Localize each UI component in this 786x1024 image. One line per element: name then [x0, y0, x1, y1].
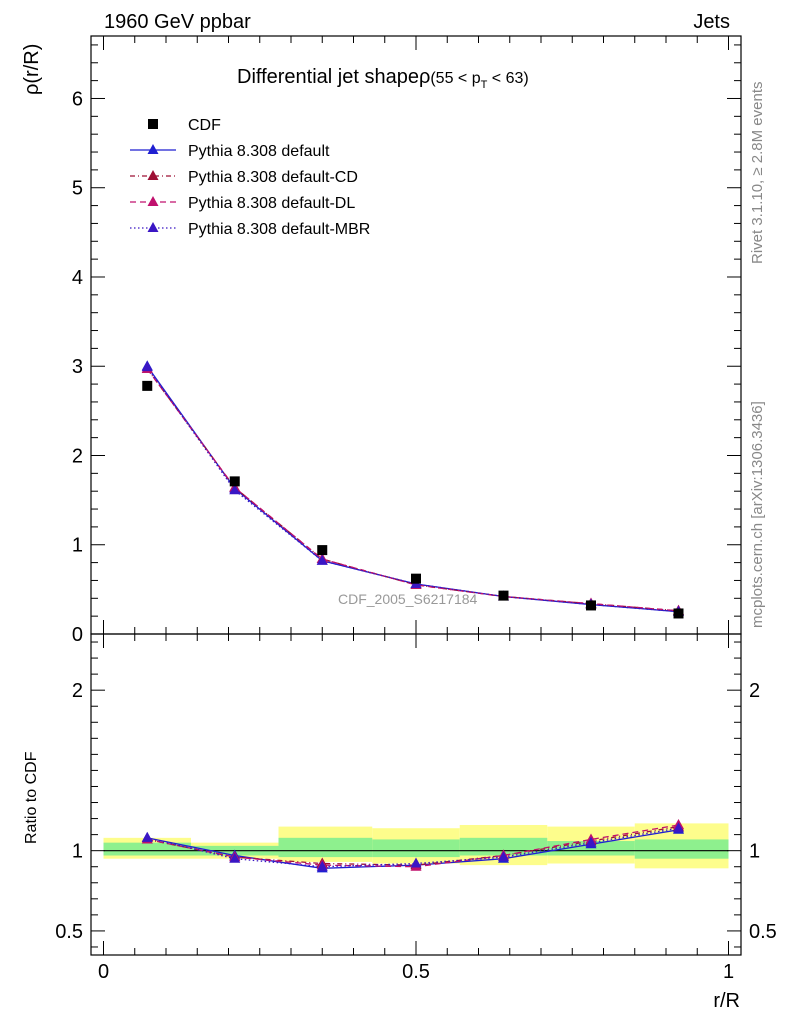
legend-marker-cdf	[148, 119, 158, 129]
main-y-tick-label: 0	[72, 624, 83, 646]
x-tick-label: 1	[723, 961, 734, 983]
main-y-tick-label: 5	[72, 178, 83, 200]
chart-title-sub-end: < 63)	[487, 70, 528, 87]
main-watermark: CDF_2005_S6217184	[338, 591, 478, 607]
ratio-y-tick-label-right: 0.5	[749, 921, 777, 943]
cdf-data-point	[411, 573, 421, 584]
chart-title: Differential jet shapeρ(55 < pT < 63)	[237, 66, 529, 91]
energy-label: 1960 GeV ppbar	[104, 11, 251, 33]
cdf-data-point	[498, 590, 509, 601]
ratio-band-green	[634, 839, 729, 859]
main-y-tick-label: 1	[72, 535, 83, 557]
ratio-band-green	[278, 837, 373, 858]
ratio-y-tick-label: 1	[72, 841, 83, 863]
chart-title-sub: (55 < p	[430, 70, 480, 87]
ratio-y-tick-label: 0.5	[55, 921, 83, 943]
cdf-data-point	[142, 380, 153, 391]
ratio-series-point-3	[498, 851, 509, 862]
ratio-series-point-3	[410, 857, 422, 868]
main-y-tick-label: 2	[72, 445, 83, 467]
chart-title-main: Differential jet shapeρ	[237, 66, 430, 88]
main-panel: 0 1 2 3 4 5 6	[72, 35, 742, 646]
ratio-y-tick-label: 2	[72, 680, 83, 702]
ratio-series-point-3	[316, 860, 328, 871]
ratio-series-point-3	[585, 836, 597, 847]
ratio-series-point-3	[141, 831, 153, 842]
main-y-axis-label: ρ(r/R)	[21, 44, 43, 95]
legend: CDF Pythia 8.308 default Pythia 8.308 defa…	[130, 117, 370, 238]
legend-label-1: Pythia 8.308 default-CD	[188, 169, 358, 186]
legend-label-cdf: CDF	[188, 117, 221, 134]
ratio-panel: 0.5 0.5 1 1 2 2 0 0.5 1	[55, 633, 777, 983]
ratio-y-tick-label-right: 2	[749, 680, 760, 702]
category-label: Jets	[693, 11, 730, 33]
ratio-series-point-3	[229, 852, 241, 863]
ratio-plot-frame	[90, 633, 742, 956]
main-series-point-3	[229, 484, 241, 495]
legend-marker-3	[147, 222, 159, 232]
main-series-point-3	[141, 361, 153, 372]
main-y-tick-label: 4	[72, 267, 83, 289]
legend-label-0: Pythia 8.308 default	[188, 143, 330, 160]
ratio-y-tick-label-right: 1	[749, 841, 760, 863]
rivet-label: Rivet 3.1.10, ≥ 2.8M events	[749, 82, 766, 265]
cdf-data-point	[229, 476, 240, 487]
x-tick-label: 0	[98, 961, 109, 983]
main-y-tick-label: 3	[72, 356, 83, 378]
legend-marker-2	[147, 196, 159, 206]
x-axis-label: r/R	[713, 990, 740, 1012]
main-y-tick-label: 6	[72, 88, 83, 110]
ratio-y-axis-label: Ratio to CDF	[23, 751, 40, 844]
legend-label-3: Pythia 8.308 default-MBR	[188, 221, 370, 238]
chart-title-sub-index: T	[481, 79, 488, 91]
ratio-band-green	[103, 842, 191, 856]
legend-marker-0	[147, 144, 159, 154]
legend-marker-1	[147, 170, 159, 180]
cdf-data-point	[317, 545, 328, 556]
x-tick-label: 0.5	[402, 961, 430, 983]
cdf-data-point	[586, 600, 596, 611]
ratio-band-green	[547, 841, 635, 856]
cdf-data-point	[673, 608, 684, 619]
legend-label-2: Pythia 8.308 default-DL	[188, 195, 355, 212]
ratio-band-green	[372, 839, 460, 858]
mcplots-label: mcplots.cern.ch [arXiv:1306.3436]	[749, 401, 766, 628]
main-series-point-3	[316, 554, 328, 565]
ratio-series-point-3	[673, 822, 684, 833]
